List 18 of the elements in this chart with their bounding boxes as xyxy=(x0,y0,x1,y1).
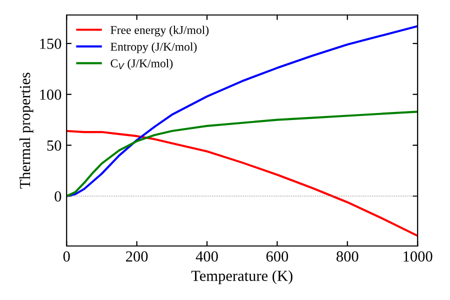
line-series xyxy=(66,130,418,237)
line-series xyxy=(66,110,418,198)
y-tick-label: 0 xyxy=(54,191,62,202)
legend-label: Entropy (J/K/mol) xyxy=(110,42,197,54)
y-axis-title: Thermal properties xyxy=(19,72,34,189)
x-tick-label: 800 xyxy=(336,251,358,262)
y-tick-label: 50 xyxy=(47,140,62,151)
x-tick-label: 600 xyxy=(266,251,288,262)
y-tick-label: 100 xyxy=(40,90,62,100)
x-tick-label: 0 xyxy=(63,251,70,262)
x-tick-label: 1000 xyxy=(404,251,432,262)
line-series xyxy=(66,25,418,198)
x-axis-title: Temperature (K) xyxy=(191,270,292,284)
x-tick-label: 400 xyxy=(196,251,218,262)
legend-label: Free energy (kJ/mol) xyxy=(110,26,209,36)
y-tick-label: 150 xyxy=(40,38,62,49)
x-tick-label: 200 xyxy=(126,251,148,262)
legend-label: C$_{V}$ (J/K/mol) xyxy=(110,59,173,70)
